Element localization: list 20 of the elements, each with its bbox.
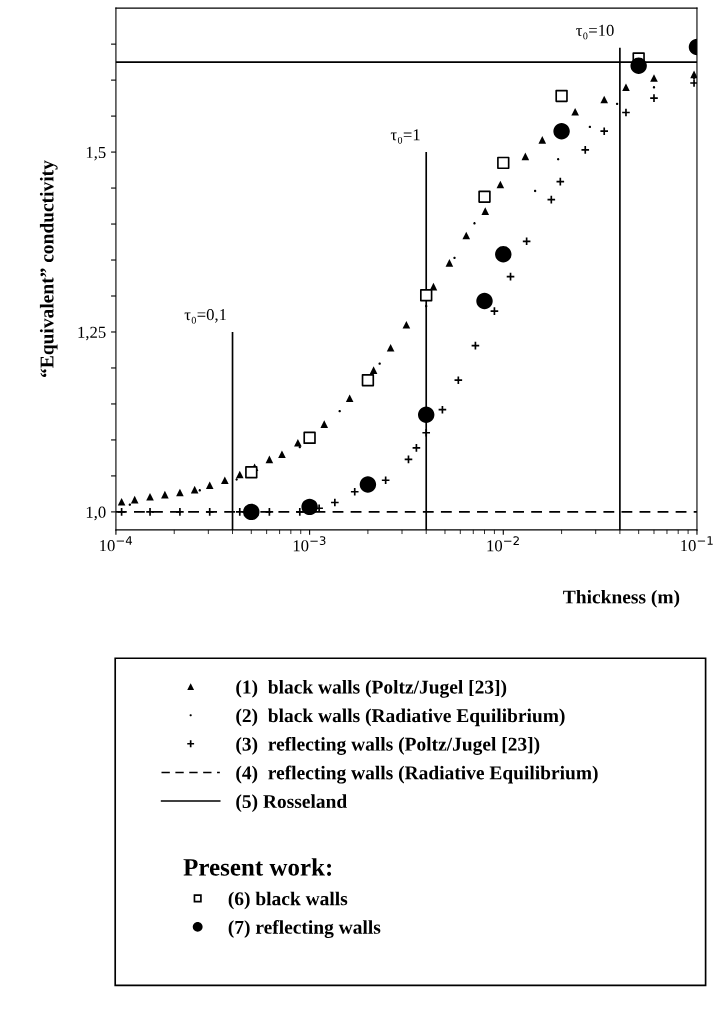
legend-label: (2) black walls (Radiative Equilibrium) (236, 708, 565, 727)
y-tick-label: 1,25 (78, 326, 106, 341)
y-tick-label: 1,5 (86, 146, 106, 161)
legend-label: (5) Rosseland (236, 794, 347, 812)
x-tick-label: 10$^{−1}$ (681, 536, 713, 552)
y-tick-label: 1,0 (86, 506, 106, 521)
annotation: τ₀=0,1 (184, 309, 226, 324)
annotation: τ₀=1 (390, 129, 420, 144)
legend-label: (6) black walls (228, 891, 348, 910)
legend-label: (4) reflecting walls (Radiative Equilibrium) (236, 765, 598, 784)
y-axis-title: “Equivalent” conductivity (39, 160, 58, 377)
x-tick-label: 10$^{−4}$ (100, 536, 133, 552)
legend-label: (1) black walls (Poltz/Jugel [23]) (236, 679, 507, 698)
annotation: τ₀=10 (576, 24, 614, 40)
legend-label: (7) reflecting walls (228, 919, 381, 938)
x-tick-label: 10$^{−2}$ (487, 536, 519, 552)
x-axis-title: Thickness (m) (563, 589, 680, 608)
x-tick-label: 10$^{−3}$ (293, 536, 326, 552)
legend-label: (3) reflecting walls (Poltz/Jugel [23]) (236, 736, 540, 755)
legend-title: Present work: (183, 858, 332, 876)
